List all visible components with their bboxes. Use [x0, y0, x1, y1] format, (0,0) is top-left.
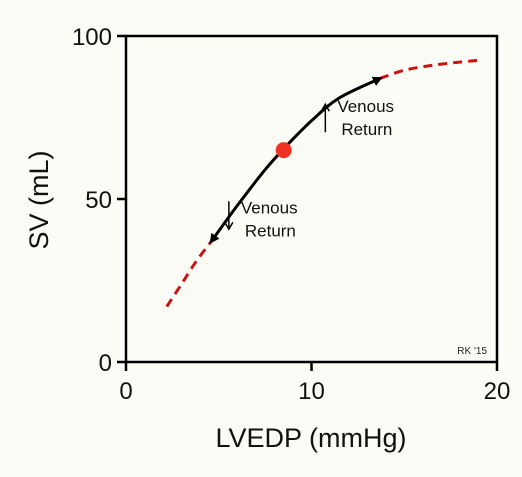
x-tick-label-1: 10 — [298, 378, 325, 405]
x-tick-label-0: 0 — [119, 378, 132, 405]
x-tick-label-2: 20 — [484, 378, 511, 405]
curve-arrow-down — [209, 232, 220, 244]
annot-line1-0: Venous — [337, 97, 394, 116]
series-layer — [165, 58, 479, 308]
plot-area — [124, 34, 499, 364]
annotation-up-venous-return: Venous Return — [320, 97, 394, 139]
y-tick-label-1: 50 — [85, 187, 112, 214]
annot-line1-1: Venous — [241, 198, 298, 217]
y-axis-title: SV (mL) — [24, 150, 54, 249]
y-tick-label-2: 100 — [72, 24, 112, 51]
axis-ticks: 0 10 20 0 50 100 — [72, 24, 510, 405]
operating-point — [275, 142, 292, 159]
x-axis-title: LVEDP (mmHg) — [215, 423, 406, 453]
y-tick-label-0: 0 — [99, 350, 112, 377]
annot-arrowhead-0 — [320, 102, 330, 112]
annot-line2-0: Return — [341, 120, 392, 139]
credit-label: RK '15 — [457, 346, 487, 357]
annotations: Venous Return Venous Return — [224, 97, 394, 240]
curve-segment-2 — [379, 58, 479, 80]
curve-arrow-up — [371, 76, 383, 86]
annot-line2-1: Return — [245, 221, 296, 240]
annot-arrowhead-1 — [224, 221, 234, 231]
curve-segment-0 — [165, 240, 213, 308]
annotation-down-venous-return: Venous Return — [224, 198, 298, 240]
